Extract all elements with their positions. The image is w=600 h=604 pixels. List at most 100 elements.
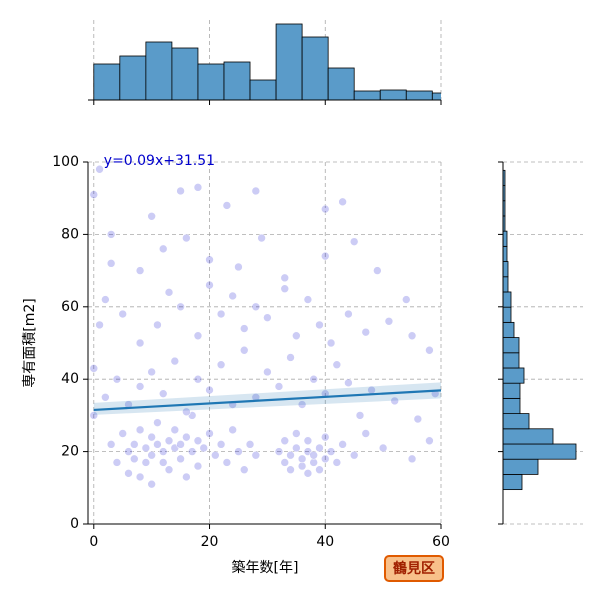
histogram-bar <box>197 63 225 101</box>
point <box>141 443 151 453</box>
point <box>101 295 110 304</box>
y-axis-label: 専有面積[m2] <box>22 298 38 387</box>
point <box>205 280 214 290</box>
point <box>182 472 191 482</box>
badge-box <box>384 555 444 582</box>
point <box>338 440 347 449</box>
point <box>378 443 388 453</box>
histogram-bar <box>301 36 329 101</box>
point <box>176 454 185 464</box>
point <box>135 472 145 482</box>
point <box>286 465 295 475</box>
point <box>193 183 203 192</box>
histogram-bar <box>502 337 520 354</box>
point <box>106 440 116 449</box>
histogram-bar <box>502 474 523 491</box>
point <box>95 164 104 174</box>
point <box>182 233 191 243</box>
confidence-band <box>93 382 441 415</box>
point <box>338 197 347 207</box>
point <box>349 237 359 246</box>
point <box>280 273 290 283</box>
point <box>89 364 99 373</box>
histogram-bar <box>502 413 530 430</box>
point <box>263 313 272 322</box>
point <box>257 233 266 243</box>
y-tick-label: 0 <box>70 516 79 532</box>
point <box>147 367 156 377</box>
point <box>332 360 342 370</box>
point <box>112 458 122 467</box>
point <box>193 374 203 384</box>
point <box>176 302 185 312</box>
point <box>251 302 261 312</box>
point <box>228 291 237 301</box>
point <box>135 338 145 348</box>
point <box>170 356 180 366</box>
point <box>124 447 133 456</box>
point <box>147 432 156 442</box>
histogram-bar <box>502 397 521 414</box>
point <box>280 284 290 294</box>
y-tick-label: 100 <box>52 154 79 170</box>
point <box>326 447 336 456</box>
point <box>315 320 324 330</box>
point <box>89 190 99 199</box>
badge: 鶴見区 <box>393 560 435 577</box>
point <box>303 469 313 478</box>
point <box>239 465 249 475</box>
point <box>280 436 290 446</box>
point <box>147 479 156 489</box>
point <box>286 450 295 460</box>
histogram-bar <box>502 291 512 308</box>
point <box>320 204 330 214</box>
histogram-bar <box>502 428 554 445</box>
point <box>245 440 255 449</box>
point <box>361 429 371 438</box>
point <box>193 461 203 471</box>
point <box>320 454 330 464</box>
point <box>106 259 116 268</box>
point <box>407 454 417 464</box>
y-tick-label: 80 <box>61 226 79 242</box>
point <box>158 458 168 467</box>
histogram-bar <box>249 79 277 101</box>
point <box>193 331 203 341</box>
point <box>344 309 353 319</box>
point <box>199 443 209 453</box>
point <box>292 429 301 438</box>
point <box>309 374 318 384</box>
histogram-bar <box>502 261 509 278</box>
histogram-bar <box>502 245 508 262</box>
point <box>303 436 313 446</box>
point <box>89 411 99 420</box>
point <box>234 447 243 456</box>
point <box>373 266 382 275</box>
point <box>106 230 116 239</box>
point <box>147 212 156 221</box>
histogram-bar <box>502 306 512 323</box>
point <box>118 309 128 319</box>
histogram-bar <box>353 90 381 101</box>
histogram-bar <box>93 63 121 101</box>
point <box>141 458 151 467</box>
point <box>332 458 342 467</box>
point <box>211 450 220 460</box>
point <box>297 454 307 464</box>
point <box>349 450 359 460</box>
point <box>135 266 145 275</box>
point <box>158 244 168 254</box>
point <box>112 374 122 384</box>
point <box>135 425 145 435</box>
histogram-bar <box>502 230 508 247</box>
histogram-bar <box>379 89 407 101</box>
y-tick-label: 60 <box>61 299 79 315</box>
point <box>222 201 232 210</box>
annotation: y=0.09x+31.51 <box>104 153 215 169</box>
histogram-bar <box>502 458 539 475</box>
point <box>309 458 318 467</box>
point <box>384 316 394 326</box>
point <box>297 400 307 409</box>
point <box>361 327 371 337</box>
